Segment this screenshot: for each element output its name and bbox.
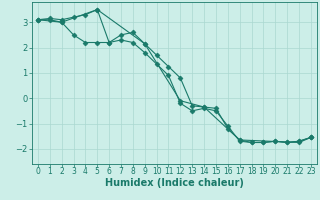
X-axis label: Humidex (Indice chaleur): Humidex (Indice chaleur): [105, 178, 244, 188]
